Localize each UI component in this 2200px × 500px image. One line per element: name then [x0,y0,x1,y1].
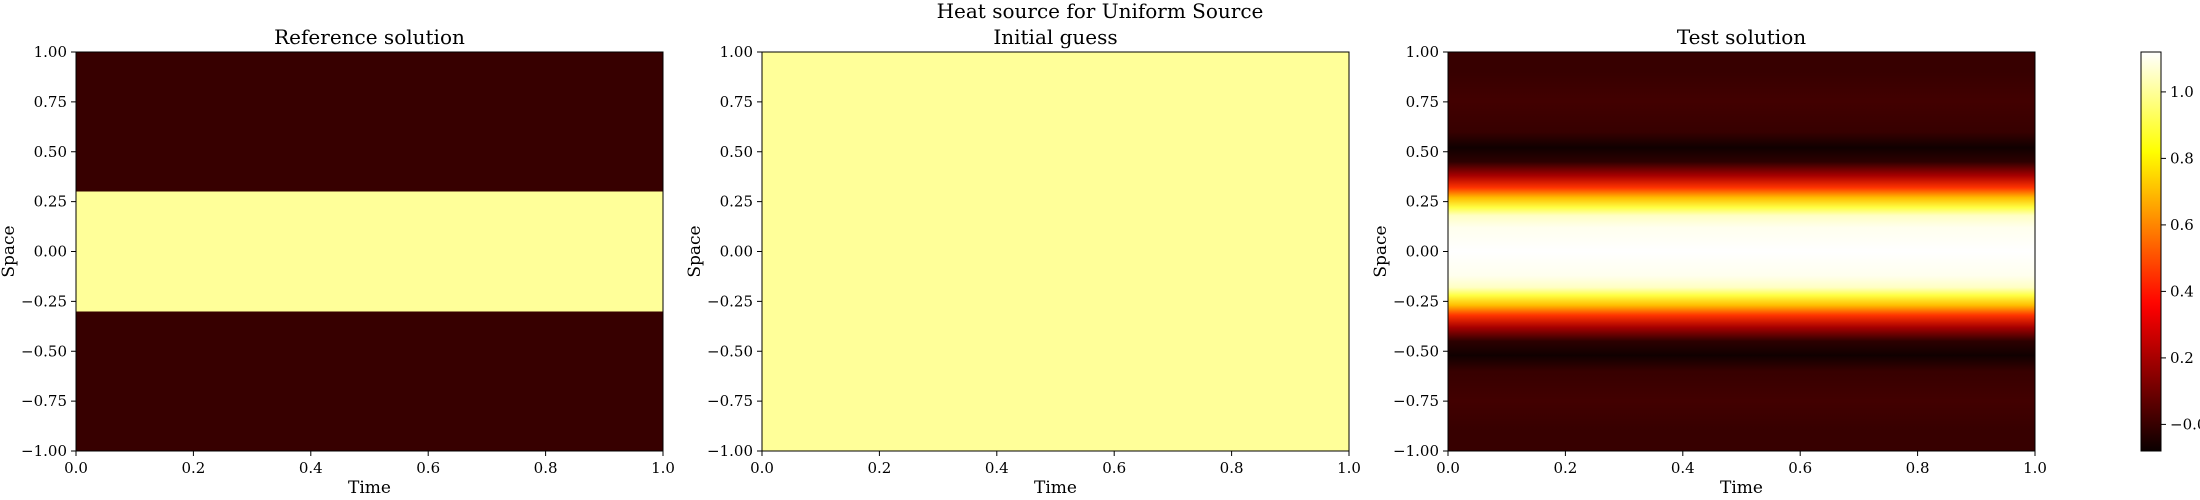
y-tick-label: 0.75 [34,93,67,111]
y-tick-label: 0.75 [1406,93,1439,111]
colorbar-tick-label: 0.8 [2170,149,2194,167]
x-tick-label: 0.6 [1102,459,1126,477]
panels: Reference solution 0.0 0.2 0.4 0.6 0.8 1.0 Time… [0,25,2047,498]
y-tick-label: −0.50 [1393,342,1439,360]
x-tick-label: 1.0 [1337,459,1361,477]
heatmap-image [76,52,663,451]
x-axis-label: Time [1034,478,1077,498]
x-tick-label: 0.8 [1906,459,1930,477]
y-axis-label: Space [0,225,19,277]
heatmap-image [762,52,1349,451]
y-tick-label: 1.00 [720,43,753,61]
figure-suptitle: Heat source for Uniform Source [937,0,1264,23]
colorbar-tick-label: 0.4 [2170,282,2194,300]
y-tick-label: 1.00 [34,43,67,61]
x-tick-label: 0.2 [1553,459,1577,477]
x-tick-label: 0.6 [1788,459,1812,477]
y-tick-label: 0.50 [720,143,753,161]
x-tick-label: 0.8 [1220,459,1244,477]
y-tick-label: −0.75 [707,392,753,410]
colorbar-tick-label: 0.6 [2170,216,2194,234]
heatmap-image [1448,52,2035,451]
colorbar-tick-label: 1.0 [2170,83,2194,101]
y-tick-label: 0.50 [1406,143,1439,161]
colorbar-gradient [2141,52,2161,451]
x-tick-label: 0.6 [416,459,440,477]
y-tick-label: −0.75 [21,392,67,410]
y-tick-label: −1.00 [21,442,67,460]
x-tick-label: 1.0 [651,459,675,477]
colorbar-tick-label: 0.2 [2170,349,2194,367]
panel-title: Test solution [1677,25,1806,49]
y-axis-label: Space [1371,225,1391,277]
panel-title: Reference solution [274,25,465,49]
x-tick-label: 0.2 [867,459,891,477]
x-tick-label: 0.2 [181,459,205,477]
panel-2: Initial guess 0.0 0.2 0.4 0.6 0.8 1.0 Time 1.00 0… [685,25,1361,498]
y-tick-label: 0.25 [720,193,753,211]
y-tick-label: 0.00 [720,243,753,261]
panel-3: Test solution 0.0 0.2 0.4 0.6 0.8 1.0 Time 1.00 0… [1371,25,2047,498]
y-tick-label: −1.00 [707,442,753,460]
y-tick-label: 1.00 [1406,43,1439,61]
y-axis-label: Space [685,225,705,277]
x-tick-label: 0.4 [299,459,323,477]
y-tick-label: −0.50 [21,342,67,360]
y-tick-label: −0.25 [21,292,67,310]
y-tick-label: −0.75 [1393,392,1439,410]
y-tick-label: 0.00 [34,243,67,261]
colorbar-frame [2140,51,2162,452]
panel-title: Initial guess [993,25,1117,49]
y-tick-label: 0.75 [720,93,753,111]
x-axis-label: Time [1720,478,1763,498]
x-tick-label: 0.0 [64,459,88,477]
x-tick-label: 0.4 [1671,459,1695,477]
panel-1: Reference solution 0.0 0.2 0.4 0.6 0.8 1.0 Time… [0,25,675,498]
y-tick-label: 0.25 [34,193,67,211]
x-axis-label: Time [348,478,391,498]
y-tick-label: −0.25 [707,292,753,310]
x-tick-label: 0.0 [1436,459,1460,477]
y-tick-label: −1.00 [1393,442,1439,460]
colorbar: −0.0 0.2 0.4 0.6 0.8 1.0 [2140,51,2200,452]
x-tick-label: 0.4 [985,459,1009,477]
y-tick-label: 0.25 [1406,193,1439,211]
y-tick-label: −0.25 [1393,292,1439,310]
colorbar-tick-label: −0.0 [2170,415,2200,433]
y-tick-label: 0.00 [1406,243,1439,261]
x-tick-label: 0.0 [750,459,774,477]
x-tick-label: 1.0 [2023,459,2047,477]
x-tick-label: 0.8 [534,459,558,477]
y-tick-label: −0.50 [707,342,753,360]
y-tick-label: 0.50 [34,143,67,161]
